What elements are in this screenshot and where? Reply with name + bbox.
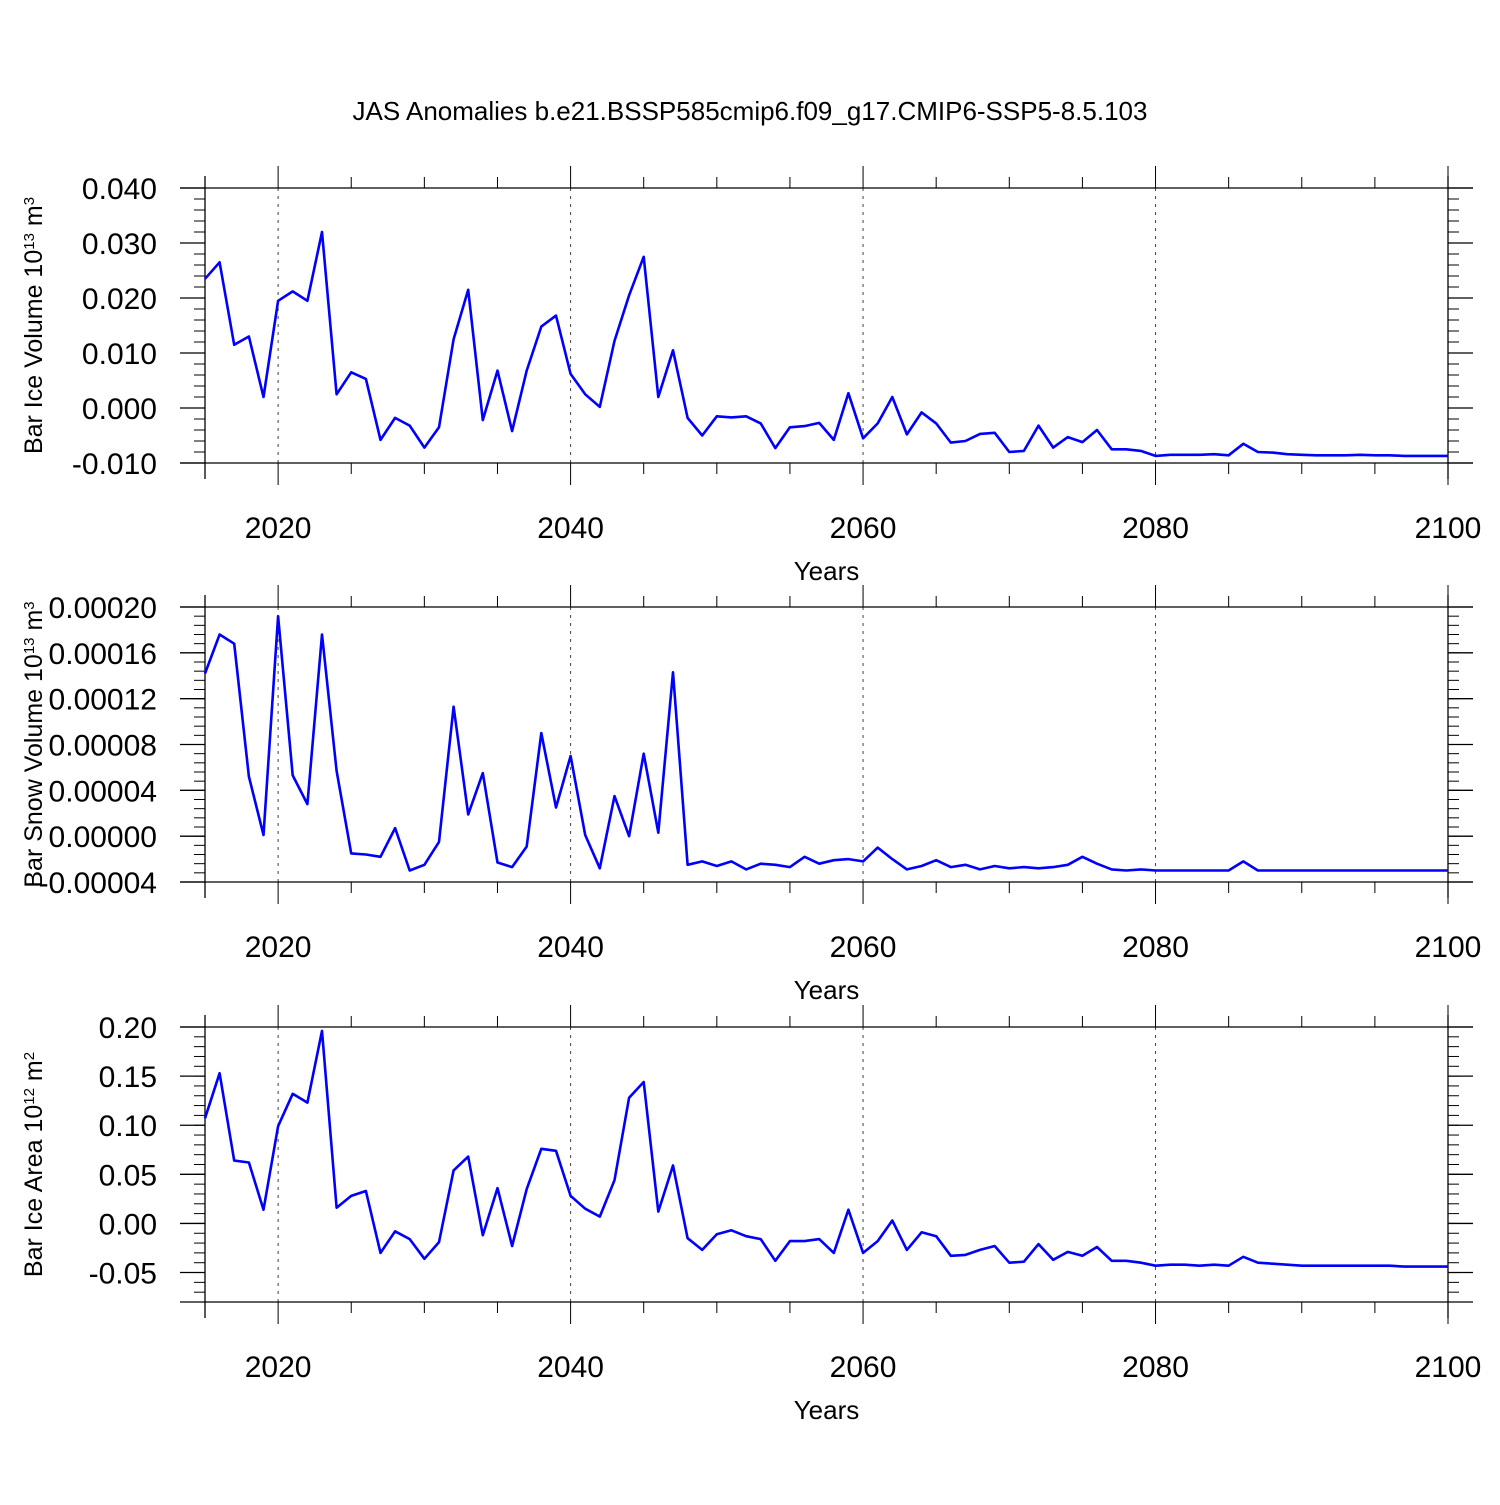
y-axis-label: Bar Snow Volume 1013 m3 [20, 601, 48, 887]
x-axis-label: Years [794, 975, 860, 1005]
y-tick-label: 0.00000 [49, 821, 157, 854]
y-tick-label: 0.040 [82, 173, 157, 206]
y-tick-label: 0.00020 [49, 592, 157, 625]
chart-title: JAS Anomalies b.e21.BSSP585cmip6.f09_g17… [352, 96, 1148, 126]
y-tick-label: 0.010 [82, 338, 157, 371]
x-tick-label: 2100 [1415, 512, 1482, 545]
y-tick-label: 0.00 [99, 1208, 157, 1241]
y-axis-label-exponent: 13 [21, 233, 38, 250]
y-axis-label-unit-exponent: 3 [21, 601, 38, 609]
y-tick-label: 0.020 [82, 283, 157, 316]
y-axis-label: Bar Ice Volume 1013 m3 [20, 197, 48, 454]
y-tick-label: -0.00004 [39, 867, 157, 900]
series-line [203, 614, 1448, 872]
y-axis-label-exponent: 13 [21, 637, 38, 654]
y-axis-label: Bar Ice Area 1012 m2 [20, 1052, 48, 1277]
y-axis-label-unit: m [20, 1060, 48, 1088]
y-axis-label-text: Bar Snow Volume 10 [20, 654, 48, 887]
series-line [203, 1029, 1448, 1268]
chart-panel-3: 2020 2040 2060 2080 2100 -0.05 0.00 0.05 0.10 0.1… [20, 1005, 1481, 1425]
y-axis-label-text: Bar Ice Volume 10 [20, 250, 48, 454]
x-tick-label: 2080 [1122, 512, 1189, 545]
y-tick-label: 0.10 [99, 1110, 157, 1143]
y-tick-label: 0.030 [82, 228, 157, 261]
y-tick-label: -0.010 [72, 448, 157, 481]
x-tick-label: 2100 [1415, 1351, 1482, 1384]
x-tick-label: 2020 [245, 931, 312, 964]
y-axis-label-exponent: 12 [21, 1088, 38, 1105]
y-tick-label: 0.000 [82, 393, 157, 426]
x-axis-label: Years [794, 1395, 860, 1425]
y-axis-label-unit: m [20, 610, 48, 638]
y-axis-label-unit-exponent: 3 [21, 197, 38, 205]
y-axis-label-text: Bar Ice Area 10 [20, 1105, 48, 1277]
x-tick-label: 2080 [1122, 1351, 1189, 1384]
y-axis-label-unit: m [20, 205, 48, 233]
y-tick-label: -0.05 [89, 1258, 157, 1291]
y-tick-label: 0.00016 [49, 638, 157, 671]
x-tick-label: 2040 [537, 1351, 604, 1384]
y-tick-label: 0.15 [99, 1061, 157, 1094]
y-tick-label: 0.00012 [49, 684, 157, 717]
y-tick-label: 0.20 [99, 1012, 157, 1045]
x-tick-label: 2060 [830, 512, 897, 545]
x-tick-label: 2020 [245, 1351, 312, 1384]
x-tick-label: 2080 [1122, 931, 1189, 964]
x-tick-label: 2020 [245, 512, 312, 545]
y-tick-label: 0.00004 [49, 775, 157, 808]
x-tick-label: 2100 [1415, 931, 1482, 964]
y-tick-label: 0.00008 [49, 730, 157, 763]
y-axis-label-unit-exponent: 2 [21, 1052, 38, 1060]
x-tick-label: 2060 [830, 931, 897, 964]
chart-panel-2: 2020 2040 2060 2080 2100 -0.00004 0.00000 0.000… [20, 585, 1481, 1005]
x-tick-label: 2060 [830, 1351, 897, 1384]
x-tick-label: 2040 [537, 512, 604, 545]
chart-panel-1: 2020 2040 2060 2080 2100 -0.010 0.000 0.010 0.02… [20, 166, 1481, 586]
series-line [204, 230, 1448, 458]
x-axis-label: Years [794, 556, 860, 586]
x-tick-label: 2040 [537, 931, 604, 964]
y-tick-label: 0.05 [99, 1159, 157, 1192]
